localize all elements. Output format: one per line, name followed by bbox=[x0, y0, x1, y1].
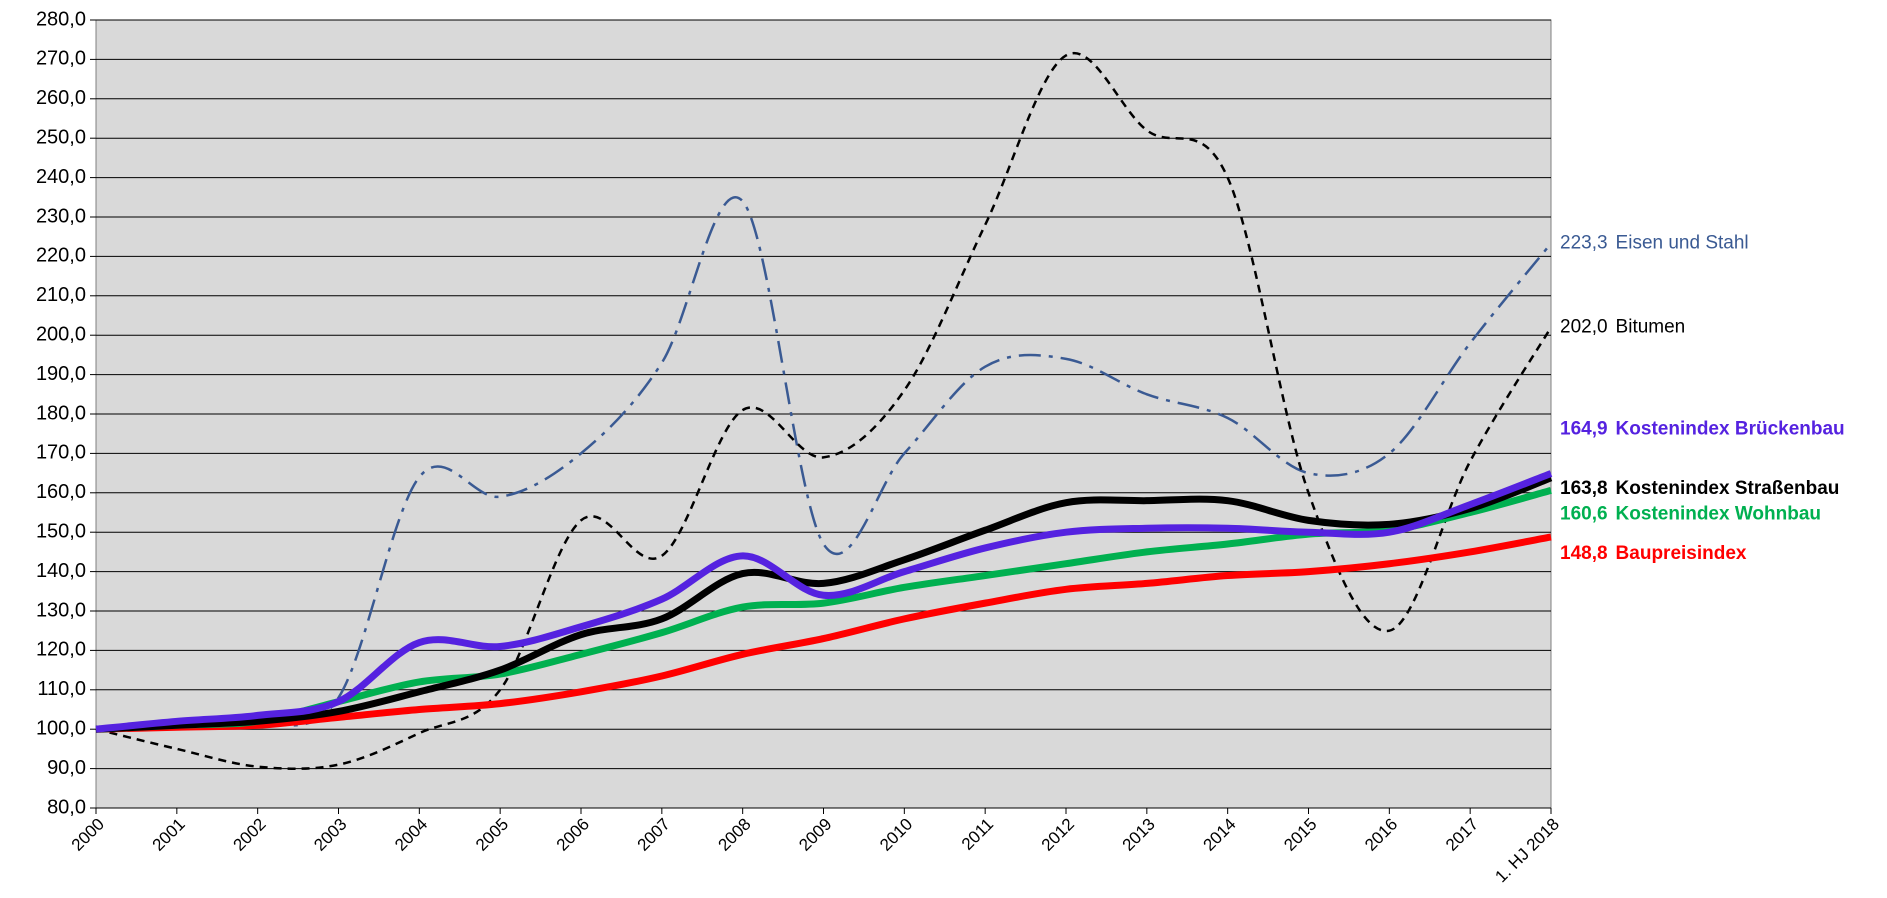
y-tick-label: 220,0 bbox=[36, 245, 86, 267]
y-tick-label: 150,0 bbox=[36, 520, 86, 542]
x-tick-label: 2001 bbox=[149, 815, 189, 855]
y-tick-label: 190,0 bbox=[36, 363, 86, 385]
series-line bbox=[95, 474, 1553, 733]
value-label: 160,6 bbox=[1560, 503, 1608, 524]
value-label: 163,8 bbox=[1560, 478, 1608, 499]
value-label: 164,9 bbox=[1560, 419, 1608, 440]
y-tick-label: 90,0 bbox=[47, 757, 86, 779]
y-tick-label: 170,0 bbox=[36, 442, 86, 464]
legend-label: Kostenindex Straßenbau bbox=[1616, 478, 1840, 499]
legend-label: Baupreisindex bbox=[1616, 543, 1747, 564]
y-tick-label: 120,0 bbox=[36, 639, 86, 661]
x-tick-label: 2007 bbox=[634, 815, 674, 855]
legend-label: Kostenindex Wohnbau bbox=[1616, 503, 1821, 524]
end-label: 163,8 Kostenindex Straßenbau bbox=[1560, 478, 1839, 499]
y-tick-label: 140,0 bbox=[36, 560, 86, 582]
legend-label: Bitumen bbox=[1616, 316, 1686, 337]
value-label: 202,0 bbox=[1560, 316, 1608, 337]
legend-label: Eisen und Stahl bbox=[1616, 232, 1749, 253]
x-tick-label: 2000 bbox=[68, 815, 108, 855]
y-tick-label: 270,0 bbox=[36, 48, 86, 70]
y-tick-label: 230,0 bbox=[36, 205, 86, 227]
y-tick-label: 250,0 bbox=[36, 126, 86, 148]
x-tick-label: 2010 bbox=[876, 815, 916, 855]
x-tick-label: 2015 bbox=[1280, 815, 1320, 855]
series-line bbox=[95, 470, 1553, 733]
x-tick-label: 2016 bbox=[1361, 815, 1401, 855]
y-tick-label: 210,0 bbox=[36, 284, 86, 306]
x-tick-label: 2005 bbox=[472, 815, 512, 855]
y-tick-label: 260,0 bbox=[36, 87, 86, 109]
x-tick-label: 1. HJ 2018 bbox=[1491, 815, 1563, 887]
x-tick-label: 2006 bbox=[553, 815, 593, 855]
legend-label: Kostenindex Brückenbau bbox=[1616, 419, 1845, 440]
y-tick-label: 160,0 bbox=[36, 481, 86, 503]
x-tick-label: 2003 bbox=[310, 815, 350, 855]
end-label: 164,9 Kostenindex Brückenbau bbox=[1560, 419, 1845, 440]
x-tick-label: 2017 bbox=[1442, 815, 1482, 855]
x-tick-label: 2011 bbox=[958, 815, 997, 854]
series-line bbox=[95, 51, 1553, 770]
end-label: 223,3 Eisen und Stahl bbox=[1560, 232, 1749, 253]
value-label: 223,3 bbox=[1560, 232, 1608, 253]
value-label: 148,8 bbox=[1560, 543, 1608, 564]
x-tick-label: 2014 bbox=[1199, 815, 1239, 855]
x-tick-label: 2008 bbox=[714, 815, 754, 855]
y-tick-label: 240,0 bbox=[36, 166, 86, 188]
y-tick-label: 110,0 bbox=[37, 678, 86, 700]
end-label: 160,6 Kostenindex Wohnbau bbox=[1560, 503, 1821, 524]
series-line bbox=[95, 533, 1552, 733]
y-tick-label: 180,0 bbox=[36, 402, 86, 424]
x-tick-label: 2009 bbox=[795, 815, 835, 855]
x-tick-label: 2012 bbox=[1038, 815, 1078, 855]
y-tick-label: 100,0 bbox=[36, 717, 86, 739]
y-tick-label: 80,0 bbox=[47, 796, 86, 818]
x-tick-label: 2004 bbox=[391, 815, 431, 855]
x-tick-label: 2013 bbox=[1119, 815, 1159, 855]
y-tick-label: 280,0 bbox=[36, 8, 86, 30]
end-label: 202,0 Bitumen bbox=[1560, 316, 1685, 337]
series-line bbox=[95, 196, 1552, 731]
y-tick-label: 200,0 bbox=[36, 323, 86, 345]
x-tick-label: 2002 bbox=[229, 815, 269, 855]
y-tick-label: 130,0 bbox=[36, 599, 86, 621]
end-label: 148,8 Baupreisindex bbox=[1560, 543, 1747, 564]
